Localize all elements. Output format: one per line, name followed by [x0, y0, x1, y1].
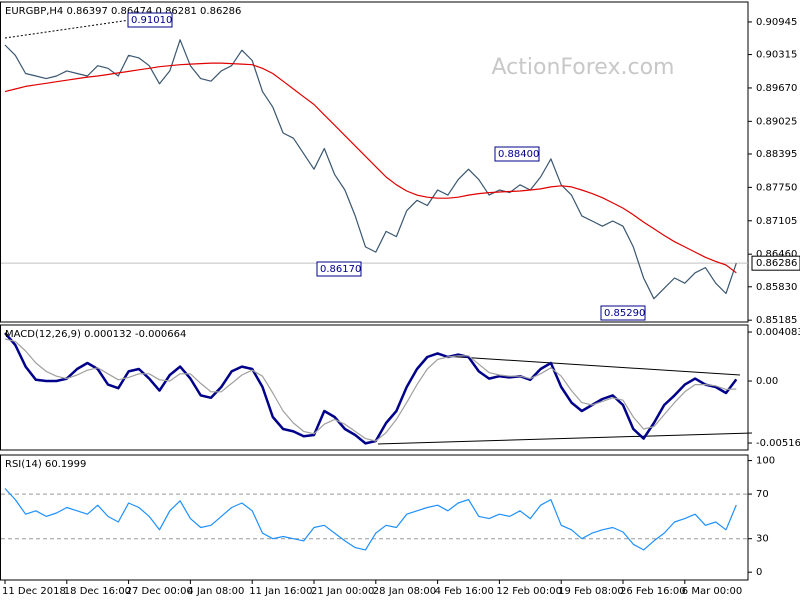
y-tick-label: 0.87750 — [756, 182, 797, 193]
trend-line — [377, 432, 753, 445]
panel-title: MACD(12,26,9) 0.000132 -0.000664 — [5, 329, 186, 340]
x-tick-label: 21 Jan 00:00 — [311, 586, 374, 597]
annotation: 0.91010 — [131, 15, 172, 26]
x-tick-label: 11 Jan 16:00 — [249, 586, 312, 597]
y-tick-label: 0.89670 — [756, 83, 797, 94]
y-tick-label: 0 — [756, 567, 762, 578]
y-tick-label: 0.90315 — [756, 50, 797, 61]
y-tick-label: 0.004083 — [756, 327, 800, 338]
y-tick-label: 0.86460 — [756, 249, 797, 260]
annotation-box — [127, 12, 173, 28]
y-tick-label: 30 — [756, 534, 769, 545]
watermark: ActionForex.com — [492, 55, 675, 80]
y-tick-label: 0.00 — [756, 376, 778, 387]
annotation: 0.88400 — [498, 149, 539, 160]
x-tick-label: 6 Mar 00:00 — [682, 586, 742, 597]
trend-line — [442, 355, 741, 376]
y-tick-label: 0.88395 — [756, 149, 797, 160]
series-line — [4, 62, 737, 274]
y-tick-label: 100 — [756, 456, 775, 467]
x-tick-label: 11 Dec 2018 — [2, 586, 66, 597]
connector — [4, 19, 131, 39]
x-tick-label: 4 Feb 16:00 — [435, 586, 494, 597]
annotation-box — [316, 261, 362, 277]
panel-frame — [0, 454, 749, 581]
last-price-label: 0.86286 — [756, 258, 797, 269]
series-line — [4, 338, 737, 442]
y-tick-label: -0.005169 — [756, 438, 800, 449]
x-tick-label: 18 Dec 16:00 — [64, 586, 131, 597]
y-tick-label: 0.89025 — [756, 116, 797, 127]
x-tick-label: 28 Jan 08:00 — [373, 586, 436, 597]
y-tick-label: 70 — [756, 489, 769, 500]
last-price-box — [751, 255, 800, 271]
panel-title: RSI(14) 60.1999 — [5, 459, 86, 470]
series-line — [4, 488, 737, 551]
series-line — [4, 332, 738, 445]
panel-frame — [0, 1, 749, 323]
annotation-box — [494, 146, 540, 162]
annotation: 0.86170 — [320, 264, 361, 275]
y-tick-label: 0.87105 — [756, 216, 797, 227]
annotation-box — [600, 305, 646, 321]
annotation: 0.85290 — [604, 308, 645, 319]
x-tick-label: 4 Jan 08:00 — [187, 586, 244, 597]
y-tick-label: 0.90945 — [756, 17, 797, 28]
panel-frame — [0, 324, 749, 451]
x-tick-label: 19 Feb 08:00 — [558, 586, 624, 597]
y-tick-label: 0.85185 — [756, 315, 797, 326]
series-line — [4, 39, 737, 300]
panel-title: EURGBP,H4 0.86397 0.86474 0.86281 0.8628… — [5, 6, 241, 17]
x-tick-label: 12 Feb 00:00 — [496, 586, 562, 597]
y-tick-label: 0.85830 — [756, 282, 797, 293]
x-tick-label: 27 Dec 00:00 — [126, 586, 193, 597]
x-tick-label: 26 Feb 16:00 — [620, 586, 686, 597]
